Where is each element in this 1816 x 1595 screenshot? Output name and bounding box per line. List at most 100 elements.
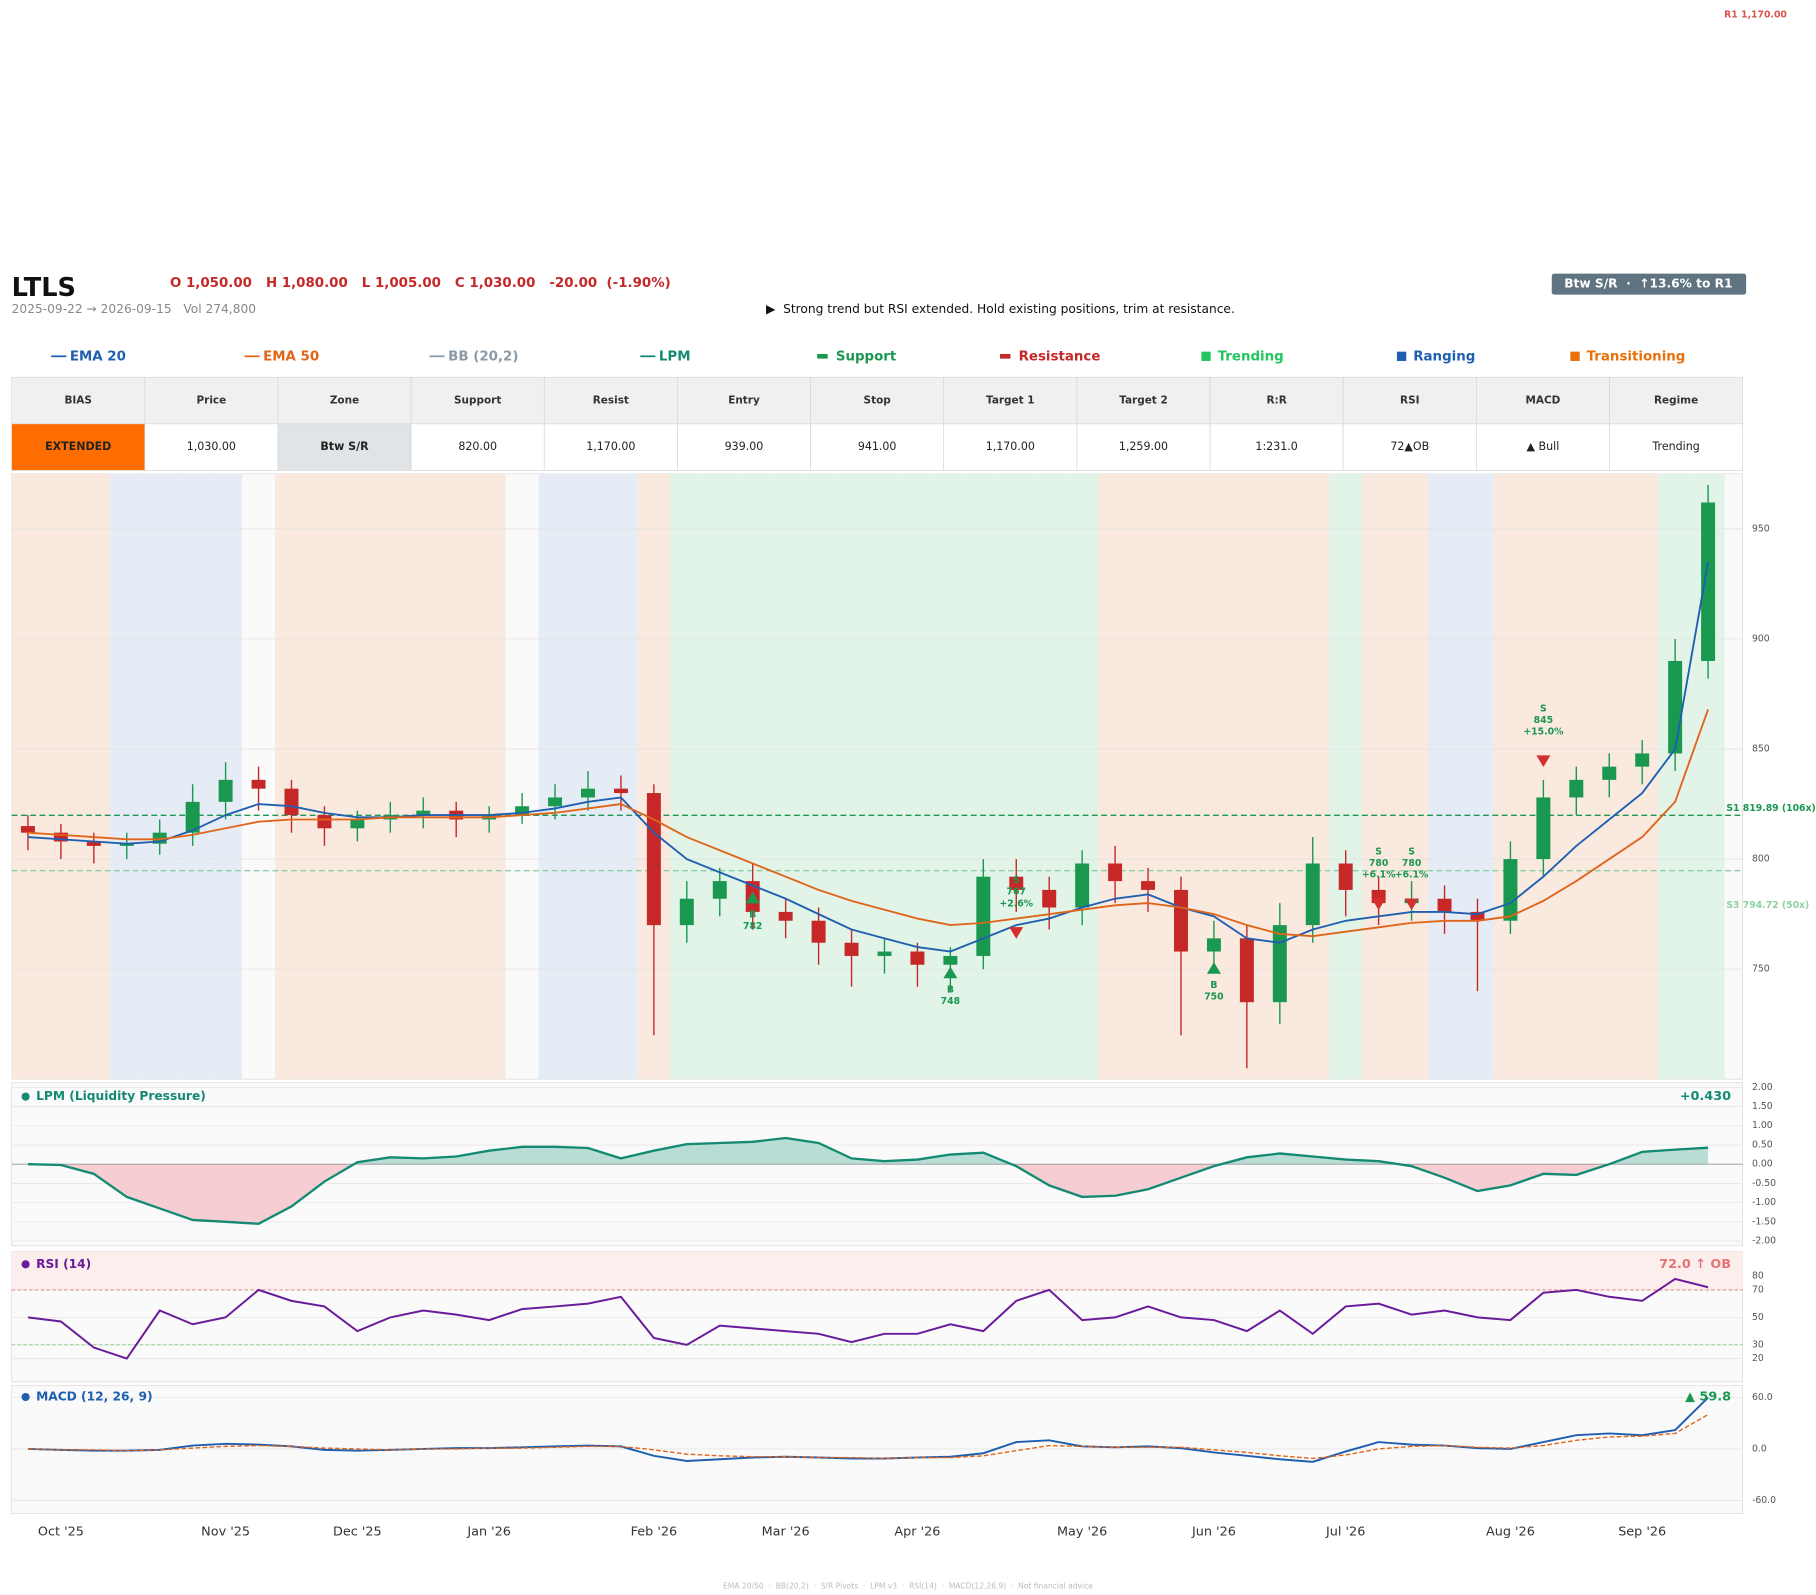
regime-band [1428, 473, 1462, 1080]
table-header-cell [1609, 376, 1744, 425]
regime-band [472, 473, 506, 1080]
legend-label: Transitioning [1587, 349, 1686, 364]
table-header-cell [11, 376, 146, 425]
table-header: Entry [728, 395, 760, 407]
table-header-cell [677, 376, 811, 425]
candle-body [712, 881, 727, 899]
candle-body [646, 793, 661, 926]
legend-label: BB (20,2) [448, 349, 518, 364]
table-cell [144, 423, 279, 471]
legend-swatch [1201, 351, 1211, 361]
regime-band [340, 473, 374, 1080]
table-cell [1076, 423, 1211, 471]
table-header-cell [1476, 376, 1610, 425]
table-header: RSI [1400, 395, 1420, 407]
trade-side: S [1408, 846, 1415, 857]
candle-body [515, 806, 530, 816]
legend-label: EMA 20 [70, 349, 126, 364]
table-header: BIAS [64, 395, 92, 407]
table-header-cell [1076, 376, 1211, 425]
legend-label: Ranging [1413, 349, 1475, 364]
trade-price: 750 [1204, 992, 1224, 1003]
candle-body [1338, 863, 1353, 890]
trade-price: 782 [743, 921, 762, 932]
panel-bg [11, 1384, 1744, 1514]
y-tick-label: 30 [1752, 1339, 1764, 1350]
buy-marker [943, 966, 958, 979]
regime-band [307, 473, 341, 1080]
trade-price: 748 [941, 996, 960, 1007]
y-tick-label: -1.00 [1752, 1197, 1776, 1208]
trade-side: S [1013, 875, 1020, 886]
regime-band [176, 473, 210, 1080]
panel-title: RSI (14) [36, 1257, 91, 1271]
buy-marker [1206, 962, 1221, 974]
regime-band [1098, 473, 1132, 1080]
level-label: S1 819.89 (106x) [1726, 803, 1815, 814]
badge-box [1551, 273, 1747, 295]
candle-body [1668, 660, 1683, 754]
trade-price: 780 [1402, 858, 1422, 869]
table-cell [1476, 423, 1610, 471]
x-tick-label: Nov '25 [201, 1525, 250, 1540]
candle-body [152, 832, 167, 844]
table-header: Zone [330, 395, 359, 407]
y-tick-label: 20 [1752, 1353, 1764, 1364]
trade-side: B [749, 910, 756, 921]
ema-line [27, 561, 1710, 953]
candle-body [1042, 889, 1057, 908]
y-tick-label: 0.0 [1752, 1443, 1767, 1454]
legend-label: Trending [1218, 349, 1284, 364]
regime-band [110, 473, 144, 1080]
table-cell [810, 423, 945, 471]
table-header-cell [1342, 376, 1477, 425]
table-value: 1,170.00 [986, 440, 1035, 453]
y-tick-label: 80 [1752, 1271, 1764, 1282]
note: ▶ Strong trend but RSI extended. Hold ex… [766, 302, 1235, 316]
table-value: 72▲OB [1390, 440, 1429, 453]
table-header-cell [144, 376, 279, 425]
table-header: R:R [1266, 395, 1286, 407]
ohlc: O 1,050.00 H 1,080.00 L 1,005.00 C 1,030… [170, 276, 671, 291]
trade-gain: +2.6% [999, 898, 1033, 909]
candle-body [53, 832, 68, 842]
table-header: Stop [864, 395, 892, 407]
candle-body [1602, 766, 1617, 780]
panel-value: ▲ 59.8 [1685, 1390, 1731, 1405]
x-tick-label: Mar '26 [762, 1525, 810, 1540]
symbol: LTLS [12, 273, 76, 303]
regime-band [769, 473, 803, 1080]
regime-band [1296, 473, 1330, 1080]
level-label: S3 794.72 (50x) [1726, 900, 1809, 911]
candle-body [910, 951, 925, 965]
trade-side: B [947, 984, 954, 995]
sell-marker [1404, 898, 1419, 911]
ob-zone [11, 1251, 1743, 1290]
y-tick-label: -60.0 [1752, 1495, 1776, 1506]
table-header: Price [197, 395, 227, 407]
y-tick-label: 2.00 [1752, 1082, 1773, 1093]
title-dot [21, 1392, 30, 1402]
panel-title: LPM (Liquidity Pressure) [36, 1089, 206, 1103]
candle-body [1075, 863, 1090, 908]
table-header: Target 2 [1119, 395, 1168, 407]
candle-body [1305, 863, 1320, 926]
x-tick-label: Jul '26 [1325, 1525, 1365, 1540]
table-header-cell [1209, 376, 1344, 425]
sell-marker [1371, 898, 1386, 911]
candle-body [119, 843, 134, 846]
candle-body [350, 819, 365, 829]
title-dot [21, 1092, 30, 1101]
candle-body [86, 841, 101, 846]
table-header: MACD [1525, 395, 1560, 407]
candle-body [1701, 502, 1716, 661]
regime-band [999, 473, 1033, 1080]
candle-body [251, 779, 266, 789]
regime-band [406, 473, 440, 1080]
candle-body [1239, 938, 1254, 1003]
regime-band [1395, 473, 1429, 1080]
regime-band [835, 473, 869, 1080]
lpm-line [27, 1136, 1709, 1225]
